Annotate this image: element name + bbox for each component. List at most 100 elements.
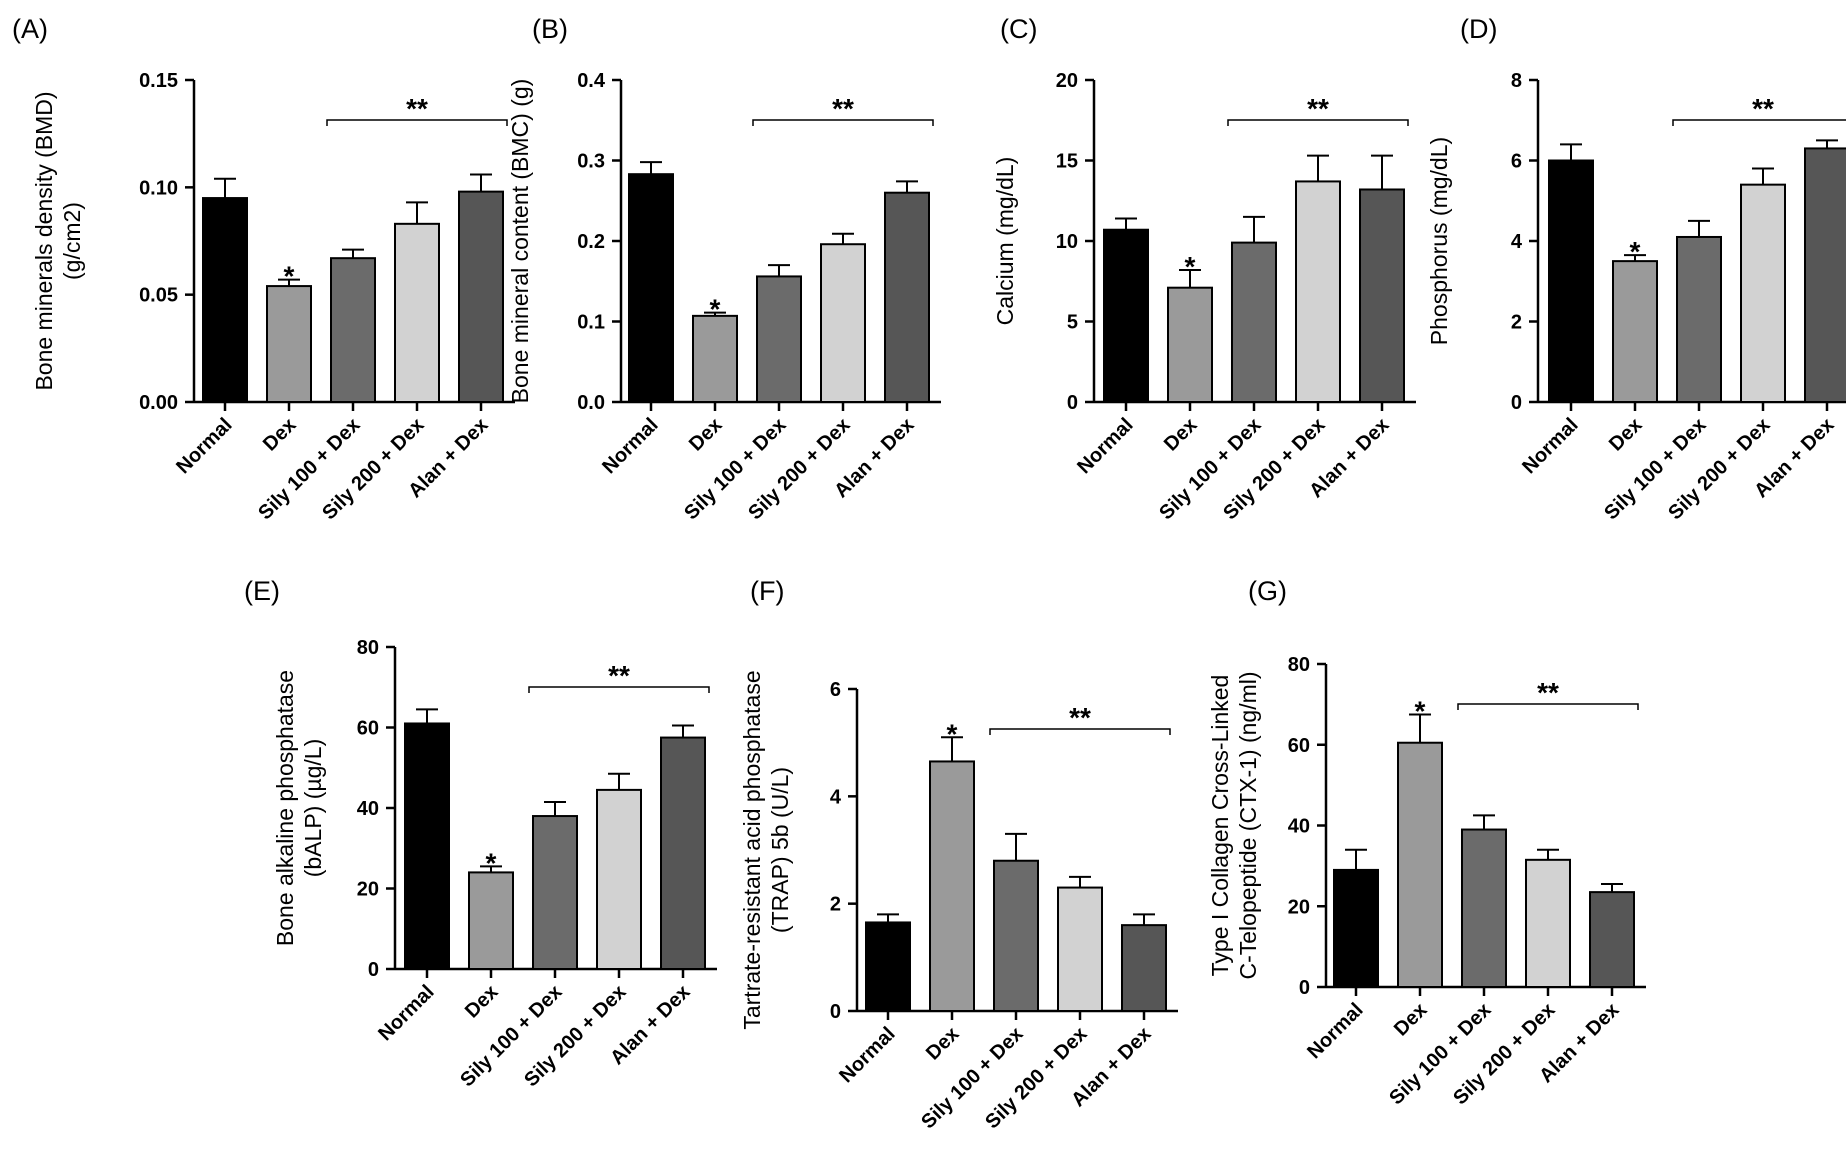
category-label: Dex	[1160, 414, 1202, 456]
bar	[1121, 924, 1167, 1013]
significance-bracket	[326, 119, 508, 126]
y-tick-label: 0	[1299, 977, 1310, 999]
y-tick-label: 20	[1288, 896, 1310, 918]
bar	[1612, 260, 1658, 403]
y-tick-label: 6	[1511, 151, 1522, 173]
category-label: Normal	[1303, 999, 1367, 1063]
chart-panel: (E) 0 20 40 60 80 Bone alkaline phosphatase (bA…	[244, 576, 717, 1091]
category-label: Normal	[835, 1023, 899, 1087]
y-tick-label: 0	[1067, 392, 1078, 414]
category-label: Dex	[259, 414, 301, 456]
y-tick-label: 80	[1288, 654, 1310, 676]
significance-star: *	[284, 261, 295, 292]
bar	[660, 736, 706, 970]
bar	[1295, 180, 1341, 403]
bar	[820, 243, 866, 403]
bar	[1057, 886, 1103, 1012]
y-tick-label: 4	[1511, 231, 1523, 253]
panel-label: (G)	[1248, 576, 1287, 606]
bar	[1676, 235, 1722, 403]
category-label: Normal	[598, 414, 662, 478]
bar	[458, 190, 504, 403]
y-tick-label: 0.05	[139, 285, 178, 307]
panel-label: (D)	[1460, 14, 1497, 44]
y-axis-label: Bone alkaline phosphatase	[272, 670, 298, 946]
y-tick-label: 0.15	[139, 70, 178, 92]
y-tick-label: 60	[1288, 735, 1310, 757]
bar	[865, 921, 911, 1013]
bar	[1333, 868, 1379, 988]
panel-label: (F)	[750, 576, 784, 606]
y-tick-label: 0	[1511, 392, 1522, 414]
bar	[394, 222, 440, 403]
bracket-label: **	[1307, 93, 1329, 124]
y-tick-label: 0.4	[577, 70, 606, 92]
y-axis-label: Calcium (mg/dL)	[992, 157, 1018, 326]
significance-bracket	[1227, 119, 1409, 126]
bar	[1589, 891, 1635, 989]
category-label: Normal	[172, 414, 236, 478]
y-tick-label: 0.3	[577, 151, 605, 173]
y-axis-label: Bone mineral content (BMC) (g)	[507, 79, 533, 404]
significance-star: *	[1415, 695, 1426, 726]
significance-bracket	[1672, 119, 1846, 126]
bar	[1167, 286, 1213, 403]
significance-bracket	[1457, 703, 1639, 710]
panel-label: (E)	[244, 576, 280, 606]
bracket-label: **	[1752, 93, 1774, 124]
bracket-label: **	[1069, 702, 1091, 733]
panel-label: (A)	[12, 14, 48, 44]
category-label: Dex	[1605, 414, 1647, 456]
chart-panel: (A) 0.00 0.05 0.10 0.15 Bone minerals density…	[12, 14, 515, 524]
significance-bracket	[752, 119, 934, 126]
bracket-label: **	[832, 93, 854, 124]
y-tick-label: 40	[1288, 816, 1310, 838]
y-tick-label: 60	[357, 718, 379, 740]
y-tick-label: 2	[1511, 312, 1522, 334]
y-axis-label: (TRAP) 5b (U/L)	[767, 767, 793, 933]
category-label: Dex	[685, 414, 727, 456]
significance-star: *	[486, 847, 497, 878]
y-axis-label: Type I Collagen Cross-Linked	[1207, 675, 1233, 977]
category-label: Dex	[922, 1023, 964, 1065]
y-tick-label: 80	[357, 637, 379, 659]
y-axis-label: C-Telopeptide (CTX-1) (ng/ml)	[1235, 671, 1261, 979]
y-axis-label: (g/cm2)	[59, 202, 85, 280]
bracket-label: **	[406, 93, 428, 124]
bar	[1804, 147, 1846, 403]
chart-panel: (F) 0 2 4 6 Tartrate-resistant acid phosphata…	[739, 576, 1178, 1133]
y-axis-label: Bone minerals density (BMD)	[31, 91, 57, 390]
panel-label: (B)	[532, 14, 568, 44]
bar	[993, 859, 1039, 1012]
category-label: Normal	[374, 981, 438, 1045]
category-label: Dex	[1390, 999, 1432, 1041]
y-axis-label: Tartrate-resistant acid phosphatase	[739, 670, 765, 1029]
significance-star: *	[947, 718, 958, 749]
category-label: Normal	[1518, 414, 1582, 478]
y-tick-label: 2	[830, 894, 841, 916]
bracket-label: **	[608, 660, 630, 691]
category-label: Dex	[461, 981, 503, 1023]
bar	[756, 275, 802, 404]
y-tick-label: 10	[1056, 231, 1078, 253]
significance-bracket	[528, 686, 710, 693]
y-tick-label: 8	[1511, 70, 1522, 92]
bar	[1525, 858, 1571, 988]
bar	[404, 722, 450, 970]
bar	[532, 815, 578, 970]
y-tick-label: 40	[357, 798, 379, 820]
y-tick-label: 0.10	[139, 177, 178, 199]
y-tick-label: 0.0	[577, 392, 605, 414]
chart-panel: (B) 0.0 0.1 0.2 0.3 0.4 Bone mineral content (…	[507, 14, 941, 524]
bar	[1231, 241, 1277, 403]
bar	[330, 257, 376, 403]
bar	[266, 285, 312, 403]
chart-panel: (G) 0 20 40 60 80 Type I Collagen Cross-Linked…	[1207, 576, 1646, 1109]
bar	[692, 314, 738, 403]
bar	[628, 173, 674, 403]
y-tick-label: 15	[1056, 151, 1078, 173]
bracket-label: **	[1537, 677, 1559, 708]
